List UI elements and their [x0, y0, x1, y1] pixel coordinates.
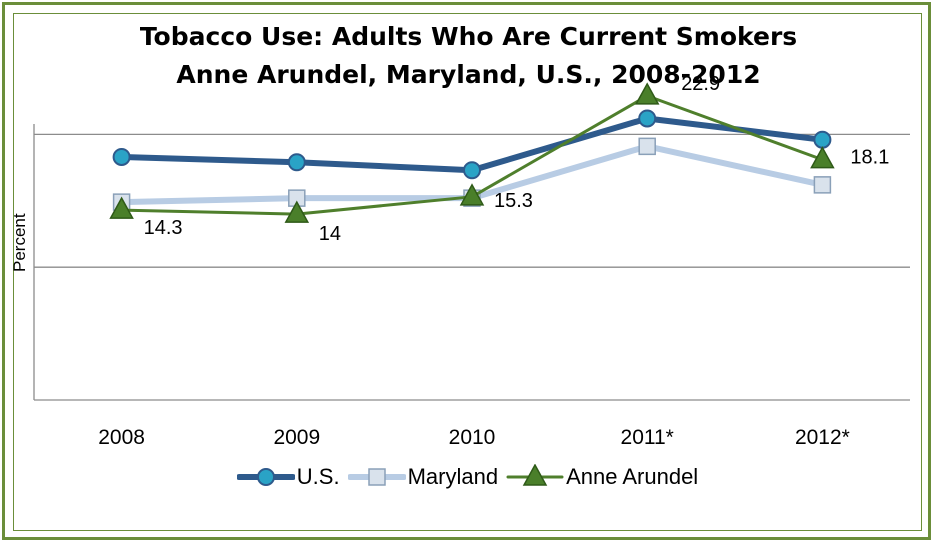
data-label: 18.1: [850, 147, 889, 169]
data-point: [284, 200, 310, 223]
legend-item: U.S.: [236, 464, 342, 490]
legend-marker: [367, 468, 386, 486]
x-tick-label: 2012*: [795, 426, 850, 449]
legend-swatch: [236, 468, 295, 486]
chart-frame: [2, 2, 931, 540]
x-tick-label: 2009: [273, 426, 320, 449]
legend-marker: [256, 468, 275, 486]
chart-title-line-1: Tobacco Use: Adults Who Are Current Smok…: [139, 22, 798, 51]
data-label: 14.3: [144, 217, 183, 239]
legend-label: U.S.: [296, 464, 340, 489]
series-anne-arundel: [109, 82, 835, 223]
data-point: [459, 183, 485, 206]
data-point: [810, 146, 835, 169]
legend-item: Anne Arundel: [506, 464, 700, 490]
legend-marker: [522, 464, 548, 486]
chart-title-line-2: Anne Arundel, Maryland, U.S., 2008-2012: [176, 60, 761, 89]
legend-swatch: [347, 468, 406, 486]
series-u-s-: [112, 109, 832, 180]
legend-label: Anne Arundel: [566, 464, 699, 489]
data-label: 14: [319, 223, 341, 245]
data-point: [638, 109, 657, 128]
data-label: 22.9: [681, 73, 720, 95]
data-point: [813, 130, 832, 149]
data-point: [463, 161, 481, 180]
legend-swatch: [506, 464, 564, 486]
data-point: [109, 196, 134, 219]
data-point: [112, 147, 131, 166]
data-point: [287, 153, 306, 172]
data-point: [638, 137, 656, 156]
chart-inner-border: [13, 13, 922, 531]
legend-label: Maryland: [407, 464, 499, 489]
data-label: 15.3: [494, 190, 533, 212]
legend-item: Maryland: [347, 464, 500, 490]
legend: U.S. Maryland Anne Arundel: [0, 464, 937, 490]
data-point: [813, 176, 832, 194]
x-tick-label: 2011*: [621, 426, 674, 449]
data-point: [634, 82, 660, 105]
x-tick-label: 2010: [449, 426, 496, 449]
x-tick-label: 2008: [98, 426, 145, 449]
